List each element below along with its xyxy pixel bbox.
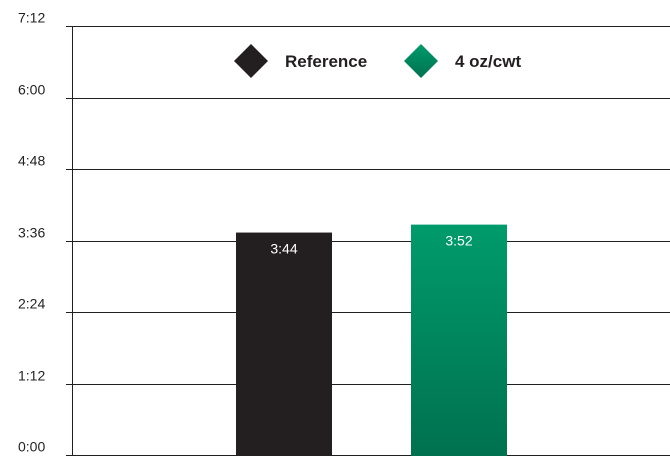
gridlines: [66, 26, 670, 456]
y-tick-label: 0:00: [18, 439, 45, 455]
bar-value-label: 3:44: [270, 241, 297, 257]
y-tick-label: 7:12: [18, 10, 45, 26]
y-tick-label: 2:24: [18, 296, 45, 312]
legend-marker-treatment: [404, 44, 438, 78]
legend-label: 4 oz/cwt: [455, 52, 521, 71]
bars: 3:44 3:52: [236, 224, 507, 456]
y-axis: 0:00 1:12 2:24 3:36 4:48 6:00 7:12: [18, 10, 73, 455]
bar-treatment: [411, 224, 507, 456]
legend-label: Reference: [285, 52, 367, 71]
y-tick-label: 4:48: [18, 153, 45, 169]
y-tick-label: 6:00: [18, 82, 45, 98]
y-tick-label: 3:36: [18, 225, 45, 241]
bar-reference: [236, 232, 332, 456]
legend: Reference 4 oz/cwt: [234, 44, 521, 78]
bar-value-label: 3:52: [445, 233, 472, 249]
y-tick-label: 1:12: [18, 368, 45, 384]
legend-marker-reference: [234, 44, 268, 78]
